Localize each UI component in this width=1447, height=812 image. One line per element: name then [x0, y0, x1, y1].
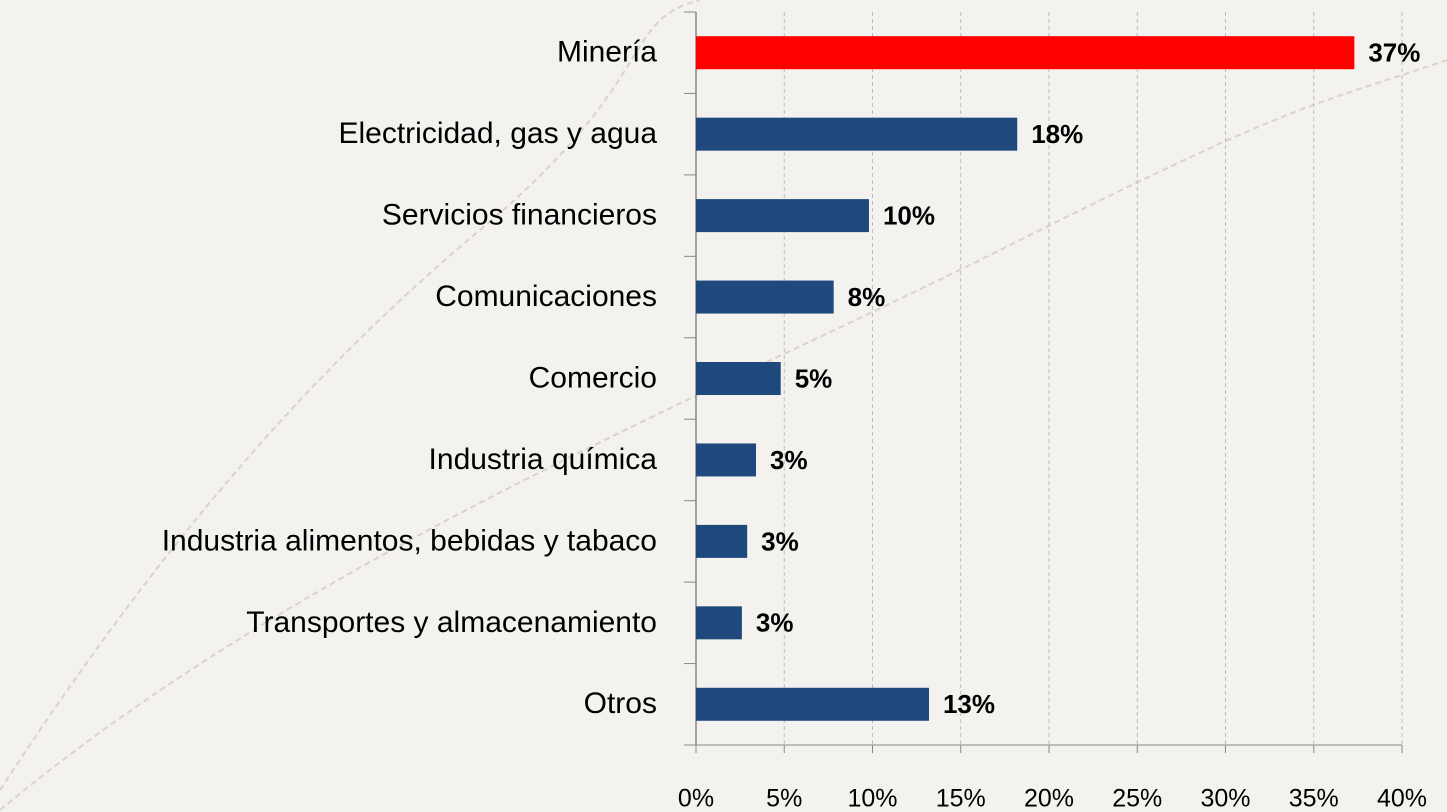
background-curve — [0, 59, 1447, 811]
x-tick-label: 10% — [847, 785, 897, 812]
value-label: 5% — [795, 363, 833, 393]
bar — [696, 362, 781, 395]
value-label: 3% — [756, 608, 794, 638]
bar — [696, 443, 757, 477]
x-tick-label: 5% — [766, 785, 802, 812]
bar — [696, 524, 748, 558]
bar — [696, 199, 869, 233]
x-tick-label: 35% — [1289, 785, 1339, 812]
x-tick-label: 15% — [936, 785, 986, 812]
x-tick-label: 25% — [1112, 785, 1162, 812]
value-label: 10% — [883, 200, 935, 230]
x-tick-label: 20% — [1024, 785, 1074, 812]
y-tick-label: Comunicaciones — [435, 280, 657, 313]
bar — [696, 606, 742, 640]
y-tick-label: Electricidad, gas y agua — [338, 117, 657, 150]
bar — [696, 36, 1355, 70]
y-tick-label: Industria alimentos, bebidas y tabaco — [162, 524, 657, 557]
background-curve — [0, 0, 701, 791]
y-tick-label: Industria química — [429, 443, 658, 476]
value-label: 37% — [1368, 38, 1420, 68]
value-label: 3% — [761, 526, 799, 556]
y-tick-label: Comercio — [529, 361, 657, 394]
y-tick-label: Transportes y almacenamiento — [246, 606, 657, 639]
value-label: 13% — [943, 689, 995, 719]
value-label: 3% — [770, 445, 808, 475]
bar — [696, 687, 929, 721]
x-tick-label: 30% — [1200, 785, 1250, 812]
y-tick-label: Minería — [557, 36, 657, 69]
bar — [696, 117, 1018, 151]
x-tick-label: 40% — [1377, 785, 1427, 812]
y-tick-label: Otros — [584, 687, 657, 720]
x-tick-label: 0% — [678, 785, 714, 812]
value-label: 18% — [1031, 119, 1083, 149]
y-tick-label: Servicios financieros — [382, 199, 657, 232]
value-label: 8% — [848, 282, 886, 312]
bar — [696, 280, 834, 314]
